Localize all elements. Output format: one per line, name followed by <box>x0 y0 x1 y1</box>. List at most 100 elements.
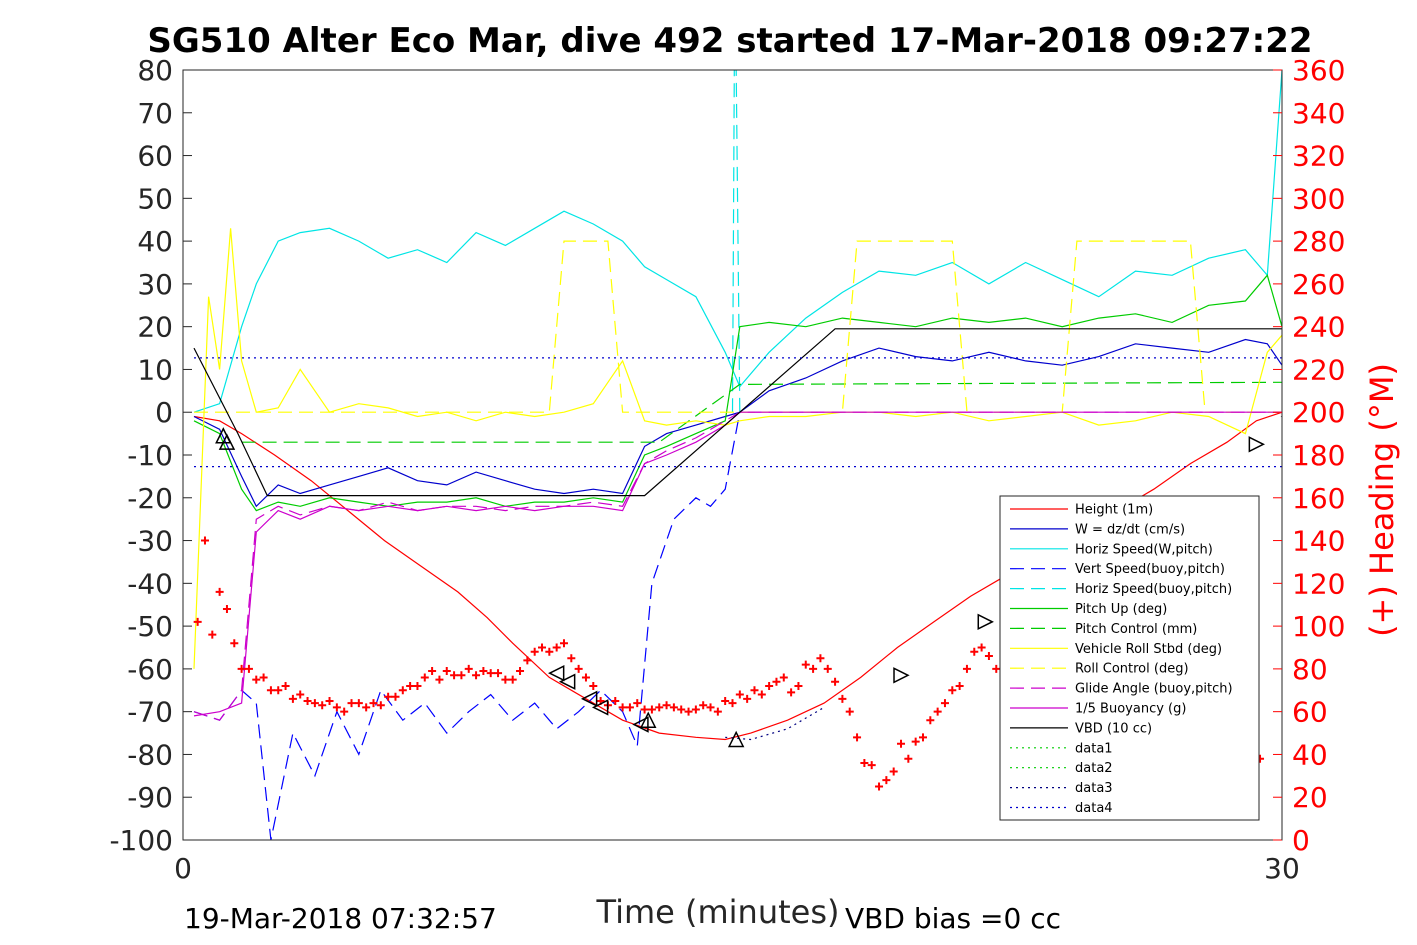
heading-point <box>281 682 290 690</box>
heading-point <box>516 667 525 676</box>
left-tick-label: -100 <box>109 824 173 857</box>
x-axis: 0 30 <box>174 831 1300 885</box>
left-tick-label: 50 <box>137 182 173 215</box>
heading-point <box>288 694 297 703</box>
right-tick-label: 120 <box>1292 567 1345 600</box>
legend-label-vert_buoy: Vert Speed(buoy,pitch) <box>1075 562 1225 577</box>
legend-label-vbd: VBD (10 cc) <box>1075 721 1152 736</box>
series-line-horiz_buoy <box>731 70 741 413</box>
left-tick-label: -90 <box>127 781 173 814</box>
heading-point <box>559 639 568 648</box>
heading-point <box>838 694 847 703</box>
marker-left <box>547 664 565 682</box>
left-tick-label: -30 <box>127 525 173 558</box>
series-line-roll <box>193 228 1282 669</box>
left-tick-label: -60 <box>127 653 173 686</box>
heading-point <box>787 688 796 697</box>
heading-point <box>926 716 935 725</box>
right-tick-label: 20 <box>1292 781 1328 814</box>
right-tick-label: 0 <box>1292 824 1310 857</box>
legend-label-height: Height (1m) <box>1075 503 1153 518</box>
left-tick-label: -20 <box>127 482 173 515</box>
heading-point <box>728 699 737 708</box>
right-tick-label: 280 <box>1292 225 1345 258</box>
heading-point <box>369 699 378 708</box>
legend-label-w: W = dz/dt (cm/s) <box>1075 522 1185 537</box>
marker-left <box>580 690 598 708</box>
right-tick-label: 100 <box>1292 610 1345 643</box>
marker-up <box>727 730 745 748</box>
heading-point <box>303 696 312 705</box>
heading-point <box>450 671 459 680</box>
left-tick-label: 0 <box>155 396 173 429</box>
heading-point <box>244 664 253 673</box>
marker-left <box>591 699 609 716</box>
heading-point <box>486 669 495 678</box>
heading-point <box>406 682 415 690</box>
right-tick-label: 220 <box>1292 353 1345 386</box>
heading-point <box>684 707 693 716</box>
heading-point <box>801 660 810 669</box>
heading-point <box>984 652 993 661</box>
heading-point <box>457 671 466 680</box>
left-tick-label: 30 <box>137 268 173 301</box>
heading-point <box>860 759 869 767</box>
heading-point <box>625 703 634 712</box>
left-tick-label: 70 <box>137 97 173 130</box>
right-axis-label: (+) Heading (°M) <box>1363 363 1401 637</box>
heading-point <box>274 686 283 695</box>
heading-point <box>757 690 766 699</box>
left-tick-label: -50 <box>127 610 173 643</box>
series-line-vert_buoy <box>193 412 741 840</box>
heading-point <box>332 703 341 712</box>
footer-vbd-bias: VBD bias =0 cc <box>845 902 1061 935</box>
left-tick-label: 40 <box>137 225 173 258</box>
heading-point <box>743 694 752 703</box>
series-line-vbd <box>193 328 1282 497</box>
left-axis: 80 70 60 50 40 30 20 10 0 -10 -20 -30 -40 -50 -60 -70 -8… <box>109 54 192 857</box>
heading-point <box>992 664 1001 673</box>
heading-point <box>325 696 334 705</box>
legend-label-glide: Glide Angle (buoy,pitch) <box>1075 682 1233 697</box>
heading-point <box>237 664 246 673</box>
right-tick-label: 180 <box>1292 439 1345 472</box>
footer-timestamp: 19-Mar-2018 07:32:57 <box>184 902 497 935</box>
heading-point <box>611 696 620 705</box>
legend-label-roll_ctrl: Roll Control (deg) <box>1075 662 1189 677</box>
right-tick-label: 340 <box>1292 97 1345 130</box>
heading-point <box>875 782 884 791</box>
heading-point <box>772 677 781 686</box>
heading-point <box>904 754 913 763</box>
marker-left <box>632 716 649 733</box>
heading-point <box>435 675 444 684</box>
left-tick-label: 10 <box>137 353 173 386</box>
heading-point <box>970 647 979 656</box>
x-axis-label: Time (minutes) <box>596 893 840 931</box>
heading-point <box>552 643 561 652</box>
heading-point <box>362 703 371 712</box>
heading-point <box>918 733 927 742</box>
heading-point <box>208 630 217 639</box>
heading-point <box>266 686 275 695</box>
left-tick-label: 20 <box>137 311 173 344</box>
heading-point <box>442 667 451 676</box>
marker-right <box>977 613 994 631</box>
series-line-data4 <box>194 357 1282 468</box>
heading-point <box>523 656 532 665</box>
heading-point <box>391 692 400 701</box>
heading-point <box>222 605 231 613</box>
marker-right <box>893 667 910 684</box>
heading-point <box>962 664 971 673</box>
heading-point <box>428 667 437 676</box>
legend-label-horiz_buoy: Horiz Speed(buoy,pitch) <box>1075 582 1232 597</box>
series-layer <box>193 70 1282 840</box>
left-tick-label: -80 <box>127 738 173 771</box>
heading-point <box>501 675 510 684</box>
legend-box <box>999 495 1260 821</box>
heading-point <box>354 699 363 708</box>
heading-point <box>655 703 664 712</box>
heading-point <box>691 705 700 714</box>
legend-label-pitch_ctrl: Pitch Control (mm) <box>1075 622 1197 637</box>
series-line-data3 <box>725 706 825 741</box>
